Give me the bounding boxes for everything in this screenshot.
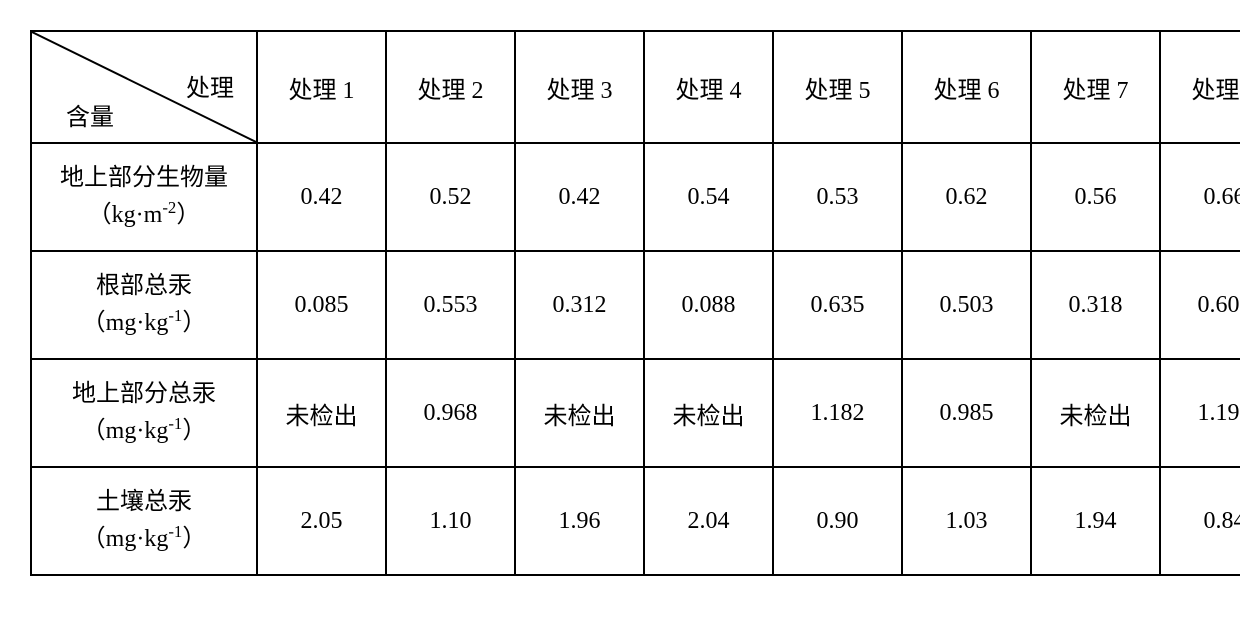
- cell: 0.088: [644, 251, 773, 359]
- cell: 0.602: [1160, 251, 1240, 359]
- cell: 未检出: [515, 359, 644, 467]
- row-label-line1: 根部总汞: [96, 273, 192, 299]
- cell: 0.312: [515, 251, 644, 359]
- cell: 0.56: [1031, 143, 1160, 251]
- row-label-close: ）: [182, 418, 206, 444]
- table-row: 地上部分生物量 （kg·m-2） 0.42 0.52 0.42 0.54 0.5…: [31, 143, 1240, 251]
- cell: 0.985: [902, 359, 1031, 467]
- data-table: 处理 含量 处理 1 处理 2 处理 3 处理 4 处理 5 处理 6 处理 7…: [30, 30, 1240, 576]
- col-header: 处理 1: [257, 31, 386, 143]
- table-row: 根部总汞 （mg·kg-1） 0.085 0.553 0.312 0.088 0…: [31, 251, 1240, 359]
- row-label-exp: -1: [168, 306, 182, 325]
- col-header: 处理 3: [515, 31, 644, 143]
- cell: 1.10: [386, 467, 515, 575]
- col-header: 处理 8: [1160, 31, 1240, 143]
- cell: 0.553: [386, 251, 515, 359]
- row-label-close: ）: [182, 310, 206, 336]
- cell: 0.54: [644, 143, 773, 251]
- cell: 0.52: [386, 143, 515, 251]
- header-diag-top: 处理: [186, 68, 234, 103]
- cell: 0.968: [386, 359, 515, 467]
- cell: 0.62: [902, 143, 1031, 251]
- cell: 2.05: [257, 467, 386, 575]
- row-label-unit: （mg·kg: [82, 310, 169, 336]
- table-row: 地上部分总汞 （mg·kg-1） 未检出 0.968 未检出 未检出 1.182…: [31, 359, 1240, 467]
- header-row: 处理 含量 处理 1 处理 2 处理 3 处理 4 处理 5 处理 6 处理 7…: [31, 31, 1240, 143]
- cell: 0.503: [902, 251, 1031, 359]
- col-header: 处理 4: [644, 31, 773, 143]
- cell: 0.635: [773, 251, 902, 359]
- col-header: 处理 2: [386, 31, 515, 143]
- header-diagonal-cell: 处理 含量: [31, 31, 257, 143]
- row-label-unit: （mg·kg: [82, 526, 169, 552]
- cell: 1.94: [1031, 467, 1160, 575]
- row-label-line1: 土壤总汞: [96, 489, 192, 515]
- row-label-line1: 地上部分生物量: [60, 165, 228, 191]
- row-label-close: ）: [176, 202, 200, 228]
- row-label: 地上部分总汞 （mg·kg-1）: [31, 359, 257, 467]
- cell: 1.03: [902, 467, 1031, 575]
- row-label-line1: 地上部分总汞: [72, 381, 216, 407]
- row-label-exp: -1: [168, 414, 182, 433]
- cell: 2.04: [644, 467, 773, 575]
- row-label-unit: （kg·m: [88, 202, 163, 228]
- cell: 1.195: [1160, 359, 1240, 467]
- row-label: 根部总汞 （mg·kg-1）: [31, 251, 257, 359]
- header-diag-bottom: 含量: [66, 97, 114, 132]
- cell: 0.66: [1160, 143, 1240, 251]
- cell: 0.085: [257, 251, 386, 359]
- col-header: 处理 7: [1031, 31, 1160, 143]
- row-label-exp: -2: [162, 198, 176, 217]
- row-label-unit: （mg·kg: [82, 418, 169, 444]
- col-header: 处理 5: [773, 31, 902, 143]
- cell: 0.84: [1160, 467, 1240, 575]
- cell: 未检出: [1031, 359, 1160, 467]
- cell: 未检出: [257, 359, 386, 467]
- col-header: 处理 6: [902, 31, 1031, 143]
- cell: 0.53: [773, 143, 902, 251]
- cell: 0.90: [773, 467, 902, 575]
- cell: 0.42: [257, 143, 386, 251]
- table-row: 土壤总汞 （mg·kg-1） 2.05 1.10 1.96 2.04 0.90 …: [31, 467, 1240, 575]
- cell: 0.318: [1031, 251, 1160, 359]
- cell: 0.42: [515, 143, 644, 251]
- cell: 1.96: [515, 467, 644, 575]
- cell: 1.182: [773, 359, 902, 467]
- row-label: 地上部分生物量 （kg·m-2）: [31, 143, 257, 251]
- row-label-close: ）: [182, 526, 206, 552]
- row-label: 土壤总汞 （mg·kg-1）: [31, 467, 257, 575]
- cell: 未检出: [644, 359, 773, 467]
- row-label-exp: -1: [168, 522, 182, 541]
